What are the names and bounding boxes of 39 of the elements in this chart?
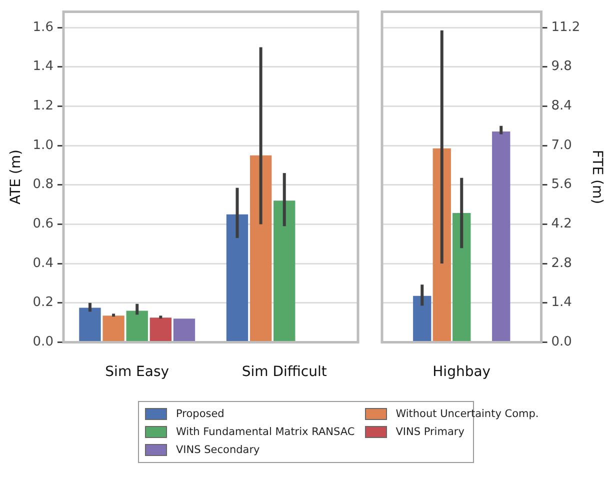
legend-label: VINS Secondary — [176, 444, 260, 456]
y-tick-label: 0.8 — [32, 177, 54, 192]
legend-label: Proposed — [176, 408, 224, 420]
x-tick-label: Sim Easy — [105, 364, 170, 380]
legend-label: With Fundamental Matrix RANSAC — [176, 426, 355, 438]
bar — [250, 155, 272, 342]
y2-tick-label: 8.4 — [551, 98, 572, 114]
bar — [173, 318, 196, 342]
y-tick-label: 0.0 — [32, 334, 54, 350]
bar — [150, 318, 172, 342]
bar — [226, 214, 248, 342]
x-tick-label: Sim Difficult — [242, 364, 328, 380]
y-tick-label: 1.2 — [32, 98, 54, 114]
bar — [102, 316, 124, 342]
bar — [492, 131, 510, 342]
bar — [79, 308, 101, 342]
y-tick-label: 0.6 — [32, 216, 54, 232]
bar — [452, 212, 471, 342]
y-tick-label: 1.0 — [32, 138, 54, 153]
bar — [126, 310, 148, 342]
legend-label: VINS Primary — [396, 426, 464, 438]
y2-axis-title: FTE (m) — [588, 150, 605, 204]
y2-tick-label: 1.4 — [551, 295, 572, 310]
x-tick-label: Highbay — [432, 364, 491, 380]
y2-tick-label: 5.6 — [551, 177, 572, 192]
y-tick-label: 1.4 — [32, 59, 54, 74]
y-axis-title: ATE (m) — [8, 150, 24, 204]
y2-tick-label: 2.8 — [551, 256, 572, 271]
bar — [413, 296, 432, 342]
y2-tick-label: 7.0 — [551, 138, 572, 153]
y2-tick-label: 9.8 — [551, 59, 572, 74]
legend-label: Without Uncertainty Comp. — [396, 408, 539, 420]
y2-tick-label: 4.2 — [551, 216, 572, 232]
y-tick-label: 0.4 — [32, 256, 54, 271]
bar — [274, 200, 296, 342]
y-tick-label: 0.2 — [32, 295, 54, 310]
y2-tick-label: 0.0 — [551, 334, 572, 350]
y2-tick-label: 11.2 — [551, 20, 580, 35]
y-tick-label: 1.6 — [32, 20, 54, 35]
